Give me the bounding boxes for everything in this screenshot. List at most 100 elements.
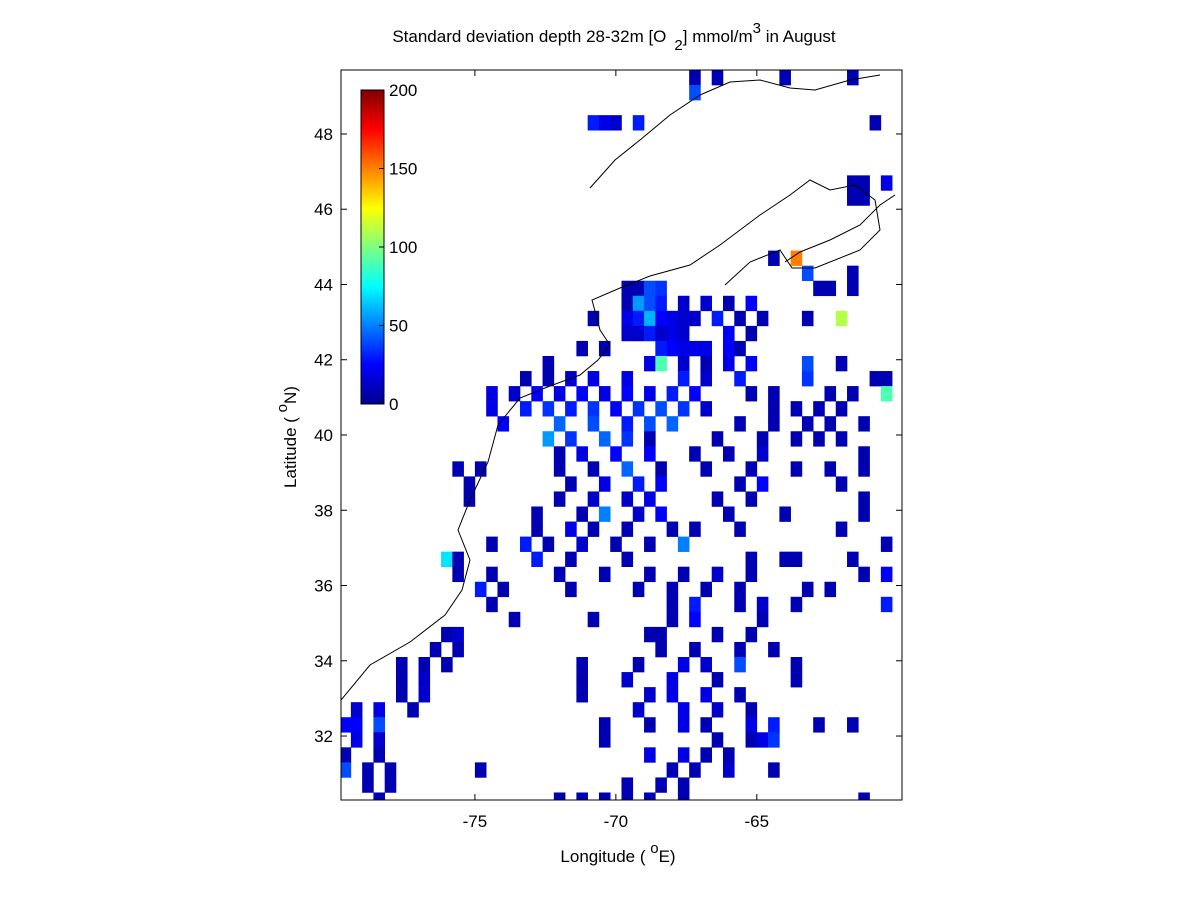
cell — [644, 566, 656, 583]
cell — [858, 491, 870, 507]
cell — [576, 657, 588, 673]
cell — [835, 521, 848, 537]
cell — [858, 506, 870, 522]
cell — [666, 762, 679, 778]
cell — [655, 355, 667, 372]
cell — [644, 717, 656, 733]
cell — [666, 687, 679, 703]
cell — [474, 461, 487, 477]
cell — [598, 717, 611, 733]
cell — [790, 672, 803, 688]
cell — [576, 672, 588, 688]
cell — [587, 401, 600, 417]
cell — [610, 536, 622, 552]
cell — [869, 115, 882, 131]
cell — [542, 371, 555, 387]
cell — [531, 386, 543, 402]
cell — [700, 657, 713, 673]
cell — [621, 777, 634, 793]
cell — [756, 596, 769, 613]
cell — [497, 416, 510, 432]
cell — [542, 355, 555, 372]
cell — [655, 340, 667, 357]
cell — [486, 566, 498, 583]
cell — [441, 626, 453, 643]
cell — [632, 657, 645, 673]
cell — [553, 566, 566, 583]
colorbar-tick-label: 50 — [389, 317, 408, 336]
xlabel-main: Longitude ( — [560, 847, 650, 866]
cell — [644, 747, 656, 763]
cell — [644, 310, 656, 327]
cell — [722, 506, 735, 522]
cell — [869, 371, 882, 387]
cell — [644, 626, 656, 643]
cell — [486, 401, 498, 417]
cell — [565, 521, 577, 537]
cell — [689, 762, 701, 778]
cell — [677, 657, 690, 673]
cell — [384, 762, 397, 778]
cell — [632, 325, 645, 342]
cell — [644, 687, 656, 703]
cell — [621, 431, 634, 447]
cell — [847, 70, 859, 86]
cell — [610, 115, 622, 131]
cell — [677, 310, 690, 327]
cell — [779, 506, 791, 522]
cell — [362, 762, 374, 778]
ylabel-end: N) — [281, 386, 300, 404]
coastline — [341, 74, 896, 701]
cell — [576, 536, 588, 552]
title-end: in August — [761, 27, 836, 46]
cell — [790, 657, 803, 673]
cell — [858, 190, 870, 206]
cell — [734, 641, 746, 658]
cell — [666, 310, 679, 327]
cell — [689, 340, 701, 357]
cell — [734, 657, 746, 673]
cell — [824, 581, 837, 598]
cell — [644, 416, 656, 432]
cell — [553, 446, 566, 462]
cell — [418, 687, 431, 703]
cell — [711, 310, 724, 327]
cell — [858, 175, 870, 191]
cell — [407, 702, 419, 718]
cell — [610, 446, 622, 462]
cell — [486, 596, 498, 613]
cell — [722, 340, 735, 357]
cell — [745, 732, 758, 748]
xlabel-sup: o — [650, 840, 658, 857]
cell — [689, 310, 701, 327]
x-tick-label: -70 — [604, 812, 629, 831]
cell — [598, 386, 611, 402]
cell — [835, 476, 848, 492]
cell — [847, 175, 859, 191]
cell — [565, 551, 577, 568]
xlabel-end: E) — [659, 847, 676, 866]
cell — [722, 355, 735, 372]
cell — [711, 732, 724, 748]
cell — [576, 446, 588, 462]
cell — [598, 792, 611, 800]
cell — [745, 491, 758, 507]
cell — [587, 416, 600, 432]
cell — [847, 280, 859, 297]
cell — [341, 747, 352, 763]
cell — [655, 641, 667, 658]
cell — [452, 626, 464, 643]
cell — [598, 340, 611, 357]
cell — [813, 280, 825, 297]
cell — [666, 340, 679, 357]
cell — [745, 626, 758, 643]
cell — [734, 340, 746, 357]
cell — [768, 250, 780, 266]
cell — [790, 596, 803, 613]
cell — [790, 431, 803, 447]
cell — [666, 596, 679, 613]
cell — [418, 672, 431, 688]
cell — [644, 431, 656, 447]
cell — [768, 641, 780, 658]
